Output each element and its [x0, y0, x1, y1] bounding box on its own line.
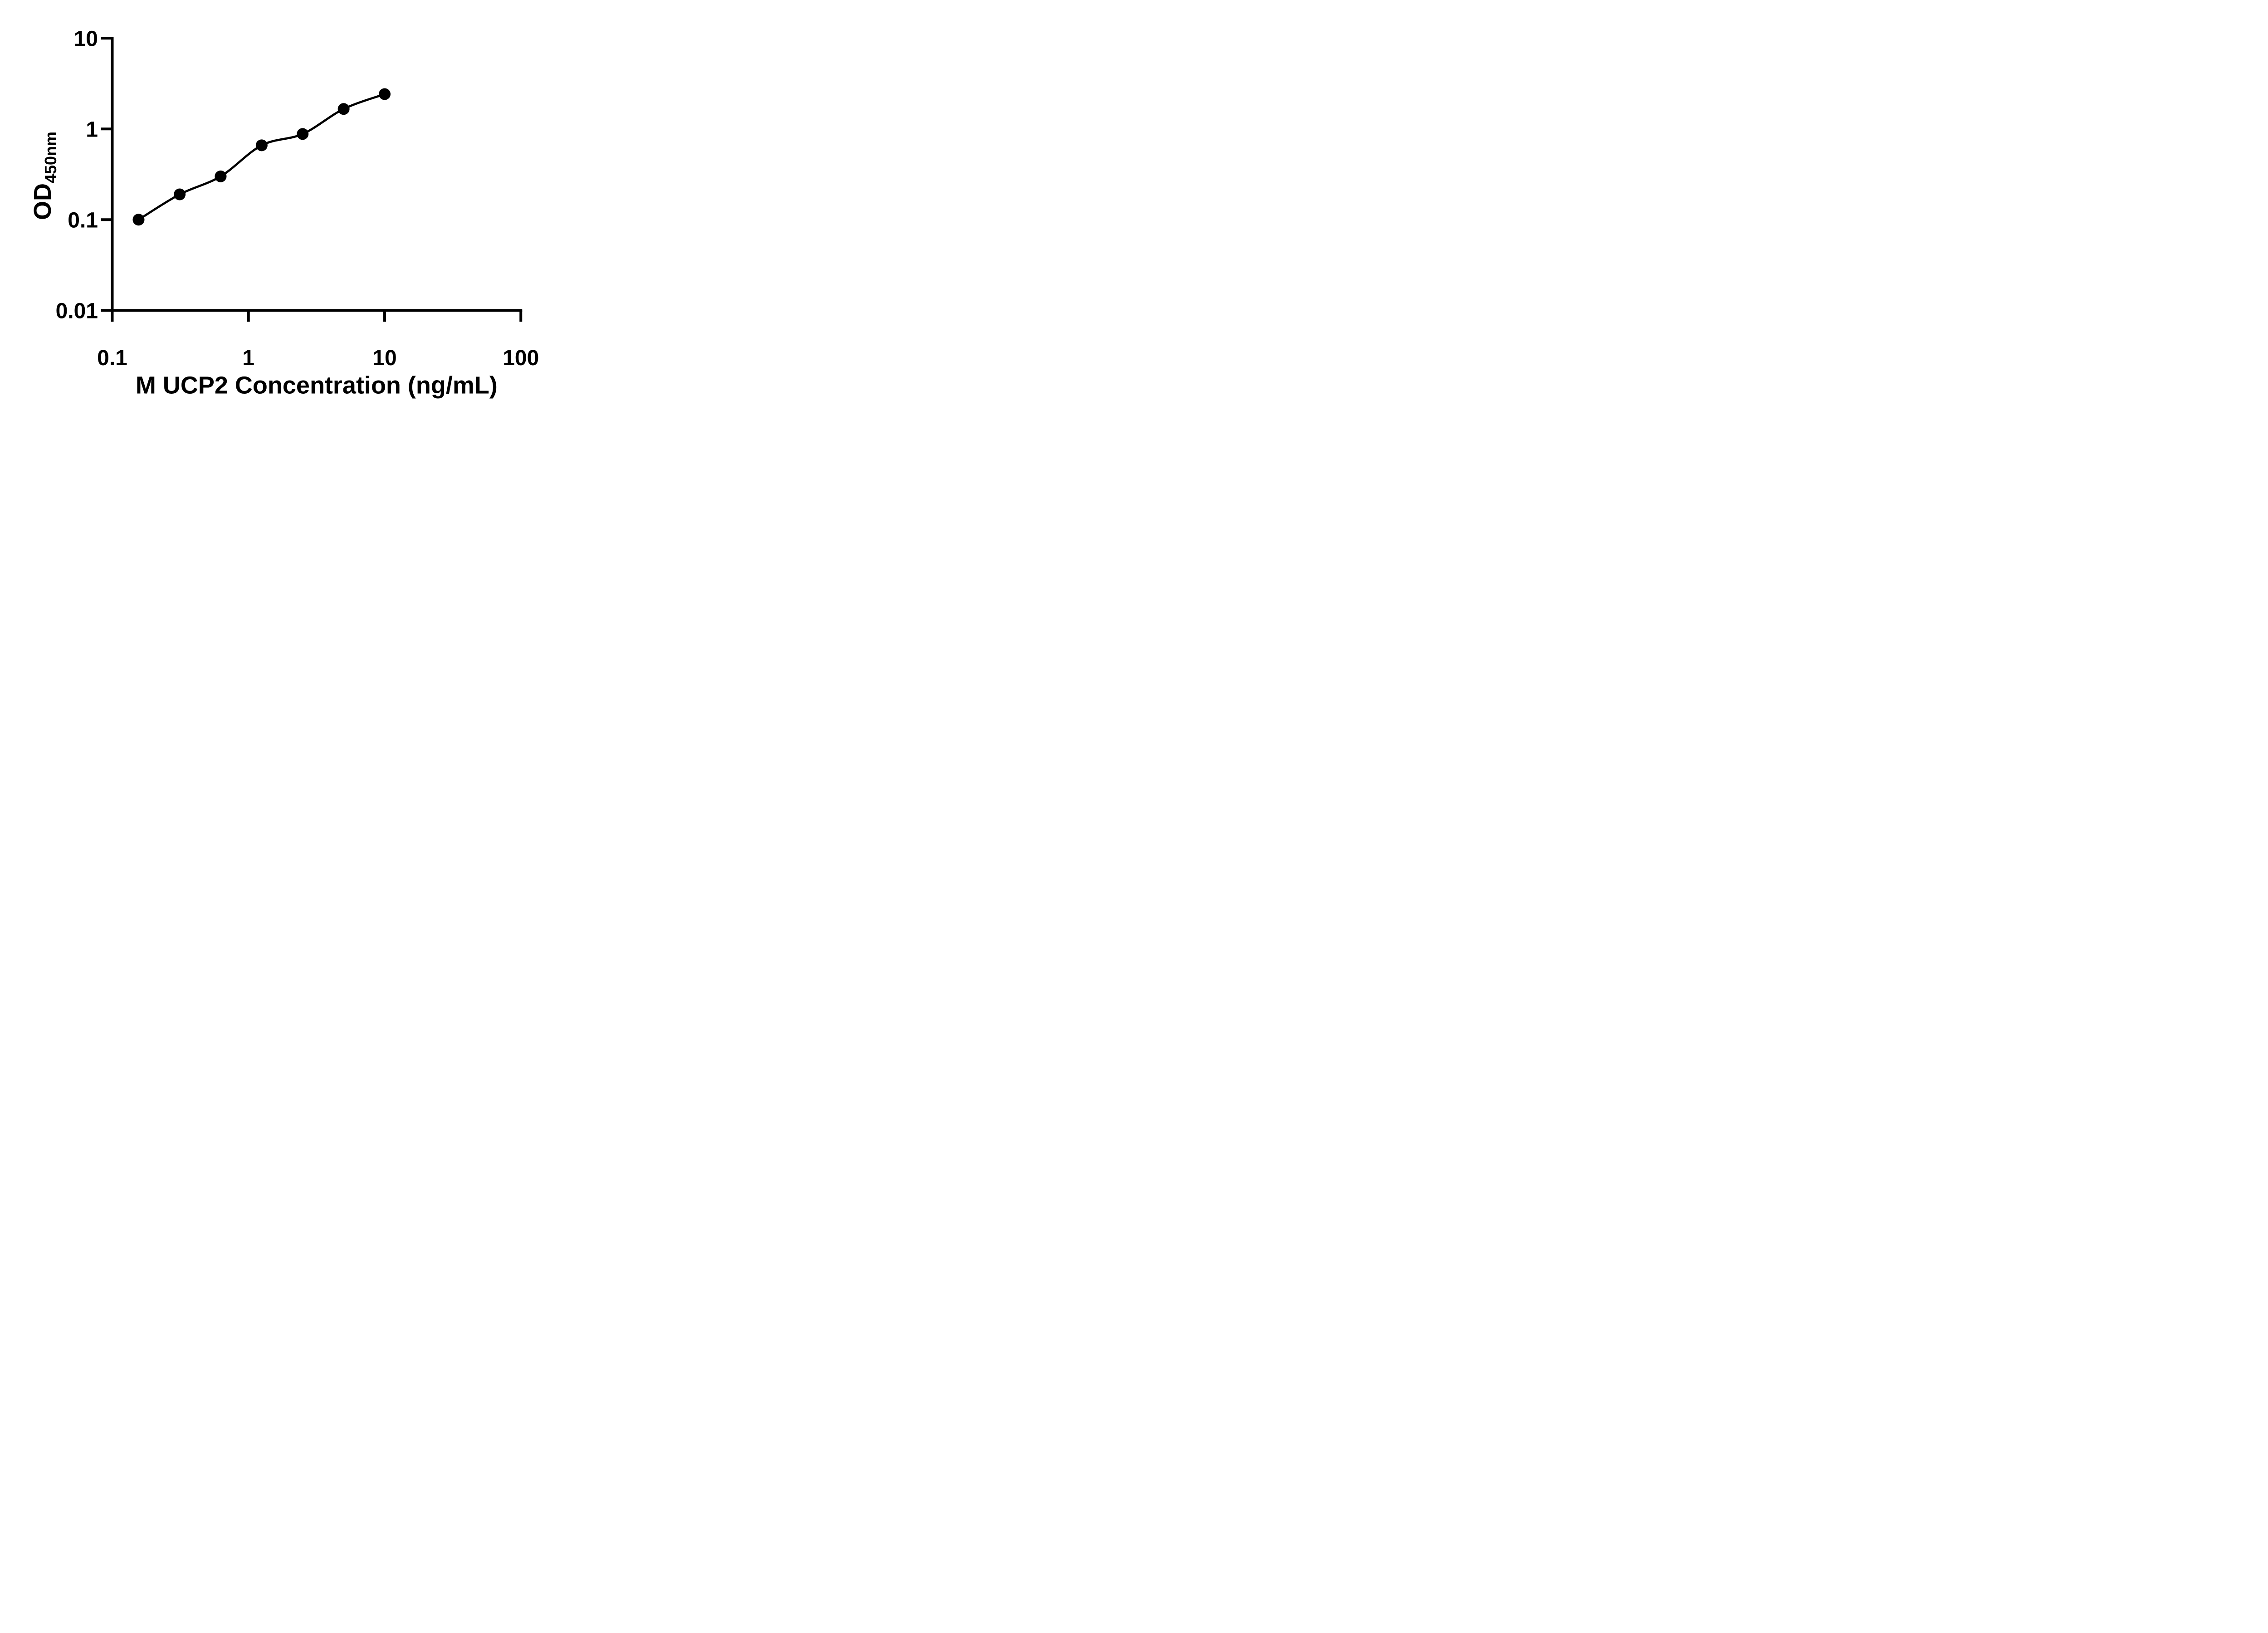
y-tick-label-0.1: 0.1: [68, 209, 98, 233]
data-point-4: [255, 139, 268, 152]
data-points: [132, 88, 391, 226]
y-axis-title-subscript: 450nm: [41, 132, 60, 183]
data-point-5: [297, 128, 309, 140]
y-tick-label-0.01: 0.01: [56, 299, 98, 323]
data-point-3: [215, 170, 227, 182]
data-point-6: [337, 103, 350, 115]
data-point-7: [379, 88, 391, 100]
data-point-1: [132, 214, 145, 226]
elisa-standard-curve-figure: 0.1 1 10 100 0.01 0.1 1 10 M UCP2 Concentration …: [0, 0, 583, 408]
y-tick-label-1: 1: [86, 118, 98, 142]
x-axis-ticks: 0.1 1 10 100: [97, 310, 539, 370]
y-axis-title: OD450nm: [29, 132, 60, 220]
x-tick-label-100: 100: [503, 346, 539, 370]
x-axis-title: M UCP2 Concentration (ng/mL): [136, 372, 498, 399]
x-tick-label-0.1: 0.1: [97, 346, 127, 370]
y-tick-label-10: 10: [74, 27, 98, 51]
x-tick-label-10: 10: [372, 346, 396, 370]
data-point-2: [174, 188, 186, 200]
x-tick-label-1: 1: [242, 346, 254, 370]
y-axis-title-main: OD: [29, 183, 56, 220]
y-axis-ticks: 0.01 0.1 1 10: [56, 27, 112, 323]
